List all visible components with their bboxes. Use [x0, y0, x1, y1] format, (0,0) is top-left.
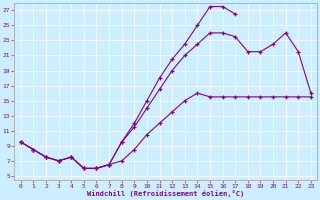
X-axis label: Windchill (Refroidissement éolien,°C): Windchill (Refroidissement éolien,°C)	[87, 190, 244, 197]
